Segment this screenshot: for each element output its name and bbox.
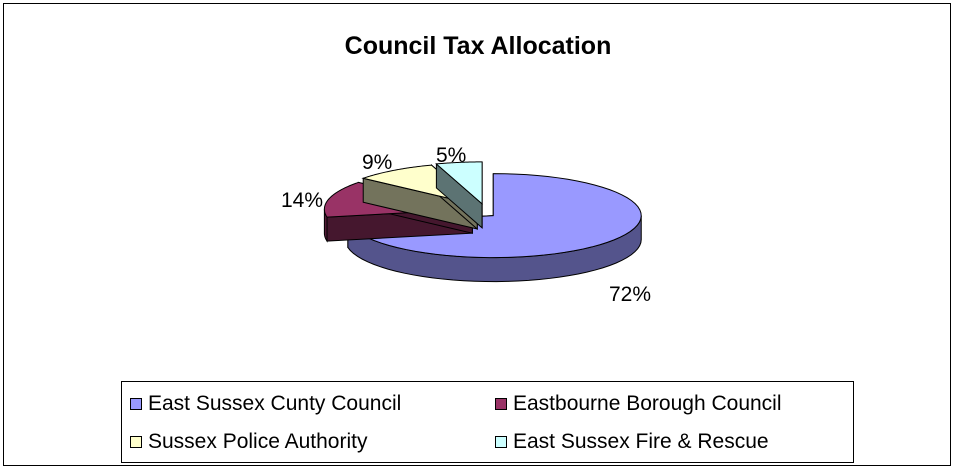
legend-label: East Sussex Cunty Council — [148, 392, 402, 415]
legend-item-sussex-police-authority: Sussex Police Authority — [130, 430, 367, 454]
chart-title: Council Tax Allocation — [344, 32, 612, 60]
legend-swatch — [495, 398, 507, 410]
pie-slice-east-sussex-fire-rescue — [435, 161, 483, 229]
legend: East Sussex Cunty Council Eastbourne Bor… — [121, 381, 854, 463]
legend-item-east-sussex-fire-rescue: East Sussex Fire & Rescue — [495, 430, 769, 454]
data-label-east-sussex-fire-rescue: 5% — [436, 144, 466, 167]
legend-item-eastbourne-borough-council: Eastbourne Borough Council — [495, 392, 782, 416]
legend-swatch — [495, 436, 507, 448]
legend-label: Eastbourne Borough Council — [513, 392, 782, 415]
legend-item-east-sussex-cunty-council: East Sussex Cunty Council — [130, 392, 401, 416]
legend-label: East Sussex Fire & Rescue — [513, 430, 769, 453]
data-label-east-sussex-cunty-council: 72% — [609, 283, 651, 306]
data-label-eastbourne-borough-council: 14% — [281, 189, 323, 212]
legend-swatch — [130, 436, 142, 448]
chart-area: Council Tax Allocation 72% 14% 9% 5% Eas… — [3, 3, 951, 466]
legend-label: Sussex Police Authority — [148, 430, 368, 453]
legend-swatch — [130, 398, 142, 410]
data-label-sussex-police-authority: 9% — [362, 151, 392, 174]
pie-plot: 72% 14% 9% 5% — [281, 144, 651, 306]
